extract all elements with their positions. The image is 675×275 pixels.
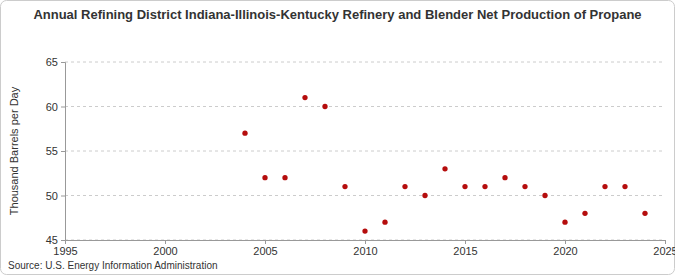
- point: [622, 184, 627, 189]
- chart: Annual Refining District Indiana-Illinoi…: [0, 0, 675, 275]
- axis-line: [66, 241, 666, 245]
- tick-label: 2015: [453, 245, 477, 257]
- point: [482, 184, 487, 189]
- tick-mark: [465, 240, 466, 244]
- tick-label: 50: [46, 190, 58, 202]
- tick: 2005: [253, 240, 277, 257]
- point: [642, 211, 647, 216]
- tick: 50: [46, 190, 65, 202]
- point: [542, 193, 547, 198]
- tick: 2020: [553, 240, 577, 257]
- tick-mark: [565, 240, 566, 244]
- tick-mark: [61, 151, 65, 152]
- tick-label: 2000: [153, 245, 177, 257]
- grid-line: [65, 106, 665, 107]
- point: [322, 104, 327, 109]
- tick-label: 65: [46, 56, 58, 68]
- point: [342, 184, 347, 189]
- grid-line: [65, 62, 665, 63]
- point: [582, 211, 587, 216]
- tick-label: 2025: [653, 245, 675, 257]
- tick-label: 2005: [253, 245, 277, 257]
- source: Source: U.S. Energy Information Administ…: [8, 260, 218, 271]
- grid-line: [65, 195, 665, 196]
- background: [1, 1, 675, 275]
- point: [242, 131, 247, 136]
- tick: 55: [46, 145, 65, 157]
- point: [462, 184, 467, 189]
- tick-label: 45: [46, 234, 58, 246]
- points: [242, 95, 647, 234]
- point: [362, 228, 367, 233]
- tick: 2000: [153, 240, 177, 257]
- tick-label: 55: [46, 145, 58, 157]
- point: [442, 166, 447, 171]
- tick-mark: [165, 240, 166, 244]
- point: [262, 175, 267, 180]
- tick-mark: [61, 196, 65, 197]
- point: [302, 95, 307, 100]
- y-axis: 45 50 55 60 65: [46, 56, 66, 246]
- tick: 60: [46, 101, 65, 113]
- point: [562, 220, 567, 225]
- point: [422, 193, 427, 198]
- grid: [65, 62, 665, 240]
- point: [282, 175, 287, 180]
- tick-mark: [365, 240, 366, 244]
- tick: 2010: [353, 240, 377, 257]
- tick: 45: [46, 234, 65, 246]
- point: [382, 220, 387, 225]
- y-axis-title: Thousand Barrels per Day: [8, 86, 20, 215]
- point: [402, 184, 407, 189]
- tick-mark: [265, 240, 266, 244]
- tick-mark: [61, 240, 65, 241]
- tick: 65: [46, 56, 65, 68]
- point: [522, 184, 527, 189]
- axis-line: [61, 63, 66, 241]
- tick-mark: [665, 240, 666, 244]
- point: [602, 184, 607, 189]
- tick-label: 60: [46, 101, 58, 113]
- tick-mark: [61, 107, 65, 108]
- tick: 2025: [653, 240, 675, 257]
- tick-label: 1995: [53, 245, 77, 257]
- grid-line: [65, 151, 665, 152]
- title: Annual Refining District Indiana-Illinoi…: [33, 7, 641, 22]
- point: [502, 175, 507, 180]
- x-axis: 1995 2000 2005 2010 2015 2020 2025: [53, 240, 675, 257]
- tick-label: 2020: [553, 245, 577, 257]
- tick: 2015: [453, 240, 477, 257]
- tick-label: 2010: [353, 245, 377, 257]
- tick-mark: [61, 62, 65, 63]
